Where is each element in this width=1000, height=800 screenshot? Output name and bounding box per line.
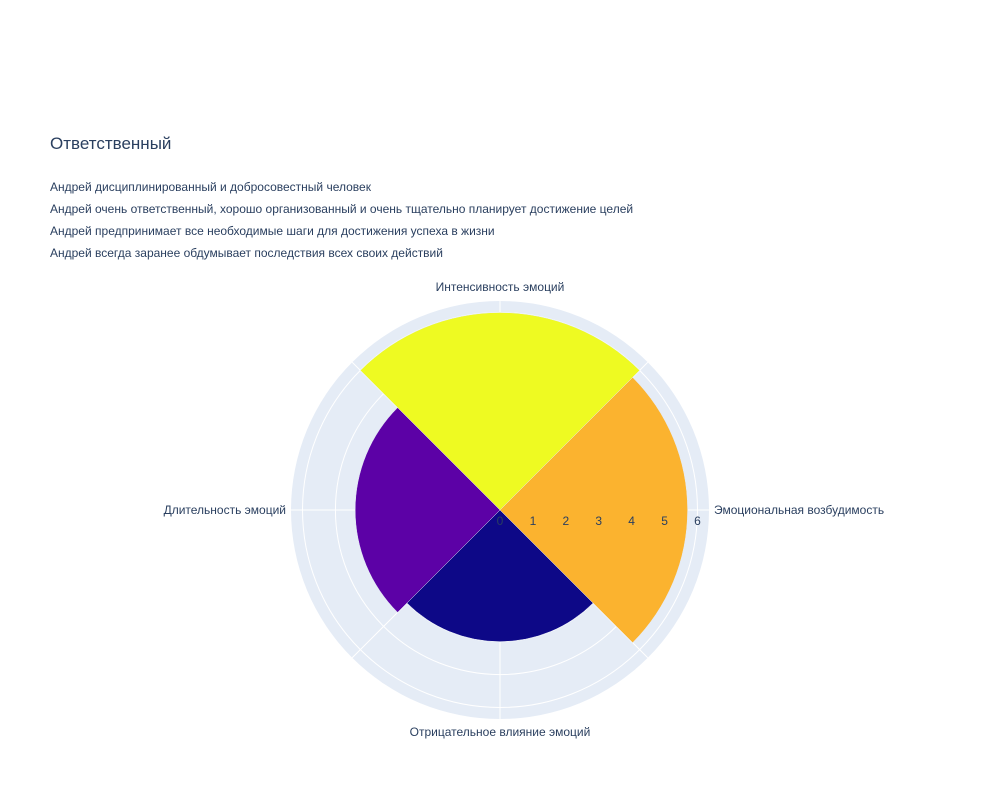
polar-bar[interactable] (360, 312, 640, 511)
category-label: Интенсивность эмоций (436, 280, 565, 294)
polar-bar[interactable] (355, 407, 501, 613)
radial-tick-label: 4 (628, 514, 635, 528)
polar-bar[interactable] (499, 376, 688, 644)
radial-tick-label: 6 (694, 514, 701, 528)
radial-tick-label: 1 (530, 514, 537, 528)
angular-category-labels: Эмоциональная возбудимость Интенсивность … (164, 280, 885, 739)
radial-tick-label: 5 (661, 514, 668, 528)
description-line: Андрей дисциплинированный и добросовестн… (50, 180, 371, 194)
polar-bars[interactable] (355, 312, 688, 644)
chart-description: Андрей дисциплинированный и добросовестн… (50, 176, 633, 264)
radial-tick-label: 2 (562, 514, 569, 528)
description-line: Андрей очень ответственный, хорошо орган… (50, 202, 634, 216)
radial-tick-label: 0 (497, 514, 504, 528)
description-line: Андрей предпринимает все необходимые шаг… (50, 224, 495, 238)
category-label: Эмоциональная возбудимость (714, 503, 884, 517)
radial-tick-label: 3 (595, 514, 602, 528)
chart-title: Ответственный (50, 134, 172, 153)
radial-tick-labels: 0 1 2 3 4 5 6 (497, 514, 701, 528)
category-label: Отрицательное влияние эмоций (410, 725, 591, 739)
polar-bar[interactable] (406, 509, 594, 642)
category-label: Длительность эмоций (164, 503, 286, 517)
description-line: Андрей всегда заранее обдумывает последс… (50, 246, 443, 260)
